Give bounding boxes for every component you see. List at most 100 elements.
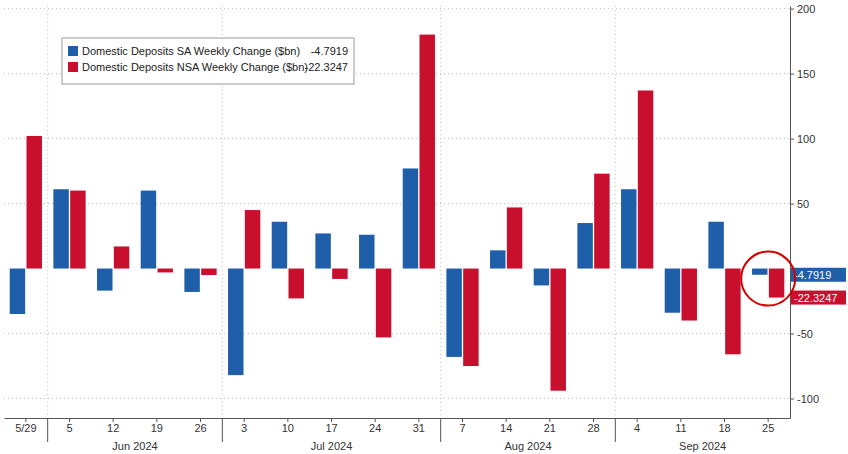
y-tick-mark (790, 334, 794, 335)
x-tick: 12 (107, 418, 119, 434)
bars (10, 35, 785, 391)
x-axis: 5/29 5 12 19 26 3 10 17 24 31 7 14 21 28 4 11 18 25 (5, 418, 791, 434)
bar (420, 35, 435, 269)
bar (463, 269, 478, 366)
x-tick-label: 5 (66, 422, 72, 434)
legend-swatch (68, 62, 78, 72)
bar (289, 269, 304, 299)
bar (665, 269, 680, 313)
x-group-label: Sep 2024 (679, 440, 726, 452)
x-tick-label: 11 (675, 422, 686, 434)
bar (184, 269, 199, 292)
bar (10, 269, 25, 314)
x-tick: 28 (587, 418, 599, 434)
x-tick: 21 (544, 418, 556, 434)
y-tick: -100 (790, 393, 819, 405)
x-tick: 17 (325, 418, 337, 434)
value-tag-label: -22.3247 (794, 292, 837, 304)
bar (490, 250, 505, 268)
grid-line (4, 138, 790, 139)
bar (621, 189, 636, 268)
y-axis: -100 -50 50 100 150 200 (790, 3, 819, 419)
x-tick: 10 (282, 418, 294, 434)
y-tick-label: 50 (797, 198, 809, 210)
x-tick-label: 26 (194, 422, 206, 434)
bar (725, 269, 740, 355)
bar (114, 246, 129, 268)
bar (638, 90, 653, 268)
x-tick: 3 (241, 418, 247, 434)
grid-line-vertical (615, 6, 616, 418)
x-tick-label: 28 (587, 422, 599, 434)
bar (158, 269, 173, 273)
x-tick: 19 (151, 418, 163, 434)
bar (446, 269, 461, 357)
x-tick-label: 3 (241, 422, 247, 434)
bar (201, 269, 216, 275)
bar (272, 222, 287, 269)
legend: Domestic Deposits SA Weekly Change ($bn)… (62, 38, 354, 84)
x-group-label: Jun 2024 (112, 440, 157, 452)
bar (682, 269, 697, 321)
x-group-separator (440, 418, 441, 442)
x-group-label: Aug 2024 (504, 440, 551, 452)
bar (769, 269, 784, 298)
bar (376, 269, 391, 338)
x-tick-label: 25 (762, 422, 774, 434)
y-tick: -50 (790, 328, 813, 340)
grid-line (4, 333, 790, 334)
background (0, 0, 848, 454)
x-tick: 4 (634, 418, 640, 434)
x-tick: 18 (718, 418, 730, 434)
x-tick-label: 24 (369, 422, 381, 434)
x-group-separator (222, 418, 223, 442)
x-tick-label: 31 (413, 422, 425, 434)
grid-line-vertical (47, 6, 48, 418)
y-tick: 200 (790, 3, 815, 15)
x-groups: Jun 2024 Jul 2024 Aug 2024 Sep 2024 (48, 418, 727, 452)
value-tag-box (791, 291, 846, 305)
x-tick: 5 (66, 418, 72, 434)
legend-label: Domestic Deposits SA Weekly Change ($bn) (82, 45, 300, 57)
x-tick-label: 4 (634, 422, 640, 434)
grid-line (4, 398, 790, 399)
y-tick-label: -100 (797, 393, 819, 405)
x-group-separator (47, 418, 48, 442)
grid-line (4, 8, 790, 9)
y-tick-label: 100 (797, 133, 815, 145)
y-tick: 150 (790, 68, 815, 80)
bar (315, 233, 330, 268)
x-tick-label: 7 (459, 422, 465, 434)
bar (245, 210, 260, 268)
bar (141, 191, 156, 269)
x-tick-label: 19 (151, 422, 163, 434)
bar (359, 235, 374, 269)
bar (53, 189, 68, 268)
x-tick-label: 12 (107, 422, 119, 434)
bar (577, 223, 592, 268)
legend-value: -4.7919 (311, 45, 348, 57)
x-tick: 24 (369, 418, 381, 434)
y-tick-mark (790, 74, 794, 75)
x-tick: 7 (459, 418, 465, 434)
x-tick-label: 21 (544, 422, 556, 434)
x-tick: 26 (194, 418, 206, 434)
bar (97, 269, 112, 291)
y-tick-mark (790, 399, 794, 400)
x-tick: 5/29 (15, 418, 36, 434)
x-tick: 11 (675, 418, 686, 434)
value-tag-label: -4.7919 (794, 269, 831, 281)
x-group-separator (615, 418, 616, 442)
y-tick: 50 (790, 198, 809, 210)
x-tick: 14 (500, 418, 512, 434)
x-group-label: Jul 2024 (311, 440, 353, 452)
value-tag-box (791, 268, 846, 282)
y-axis-line (790, 7, 791, 419)
y-tick: 100 (790, 133, 815, 145)
x-tick-label: 17 (325, 422, 337, 434)
legend-swatch (68, 46, 78, 56)
x-tick-label: 18 (718, 422, 730, 434)
bar (708, 222, 723, 269)
grid-line (4, 203, 790, 204)
bar (27, 136, 42, 269)
